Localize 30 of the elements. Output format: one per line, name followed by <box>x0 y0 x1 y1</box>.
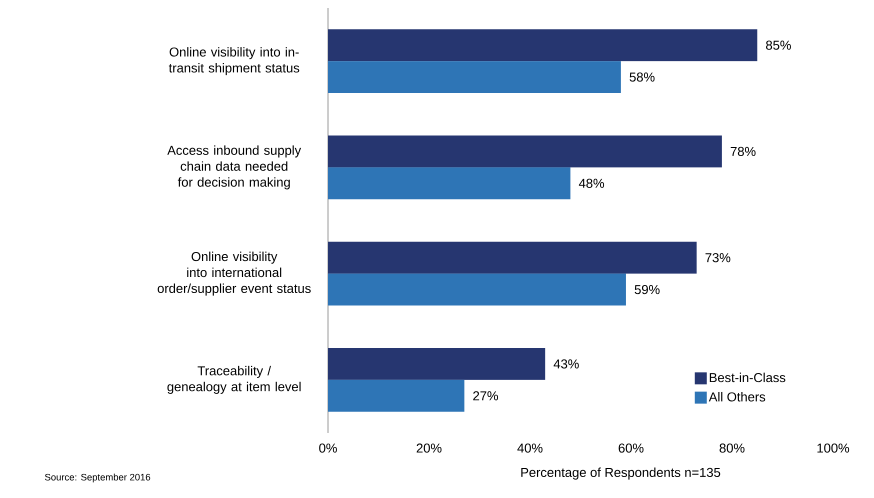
data-label: 78% <box>730 146 756 156</box>
data-label: 59% <box>634 284 660 294</box>
bar <box>328 135 722 168</box>
bar <box>328 348 546 380</box>
data-label: 48% <box>578 178 604 188</box>
legend-label: Best-in-Class <box>710 372 786 382</box>
x-tick-label: 80% <box>720 444 745 453</box>
x-axis-title: Percentage of Respondents n=135 <box>521 468 720 480</box>
y-tick-label: Access inbound supply chain data needed for decision making <box>167 145 302 190</box>
x-tick-label: 40% <box>517 444 543 453</box>
data-label: 58% <box>630 72 655 82</box>
bar <box>328 61 621 93</box>
source-note: Source: September 2016 <box>44 474 150 482</box>
data-label: 27% <box>473 391 498 400</box>
data-label: 85% <box>766 40 791 50</box>
bar <box>328 380 464 412</box>
bar <box>328 274 626 306</box>
y-tick-label: Online visibility into in-transit shipment status <box>168 47 300 76</box>
bar <box>328 29 758 62</box>
data-label: 73% <box>706 253 730 262</box>
x-tick-label: 60% <box>618 444 644 453</box>
x-tick-label: 0% <box>319 444 337 453</box>
x-tick-label: 100% <box>817 444 850 453</box>
bar <box>328 167 570 200</box>
x-tick-label: 20% <box>416 444 442 453</box>
y-tick-label: Online visibility into international order/supplier event status <box>158 252 311 296</box>
bar <box>328 242 697 274</box>
legend-label: All Others <box>708 392 766 402</box>
y-tick-label: Traceability / genealogy at item level <box>167 366 301 394</box>
data-label: 43% <box>554 359 579 369</box>
